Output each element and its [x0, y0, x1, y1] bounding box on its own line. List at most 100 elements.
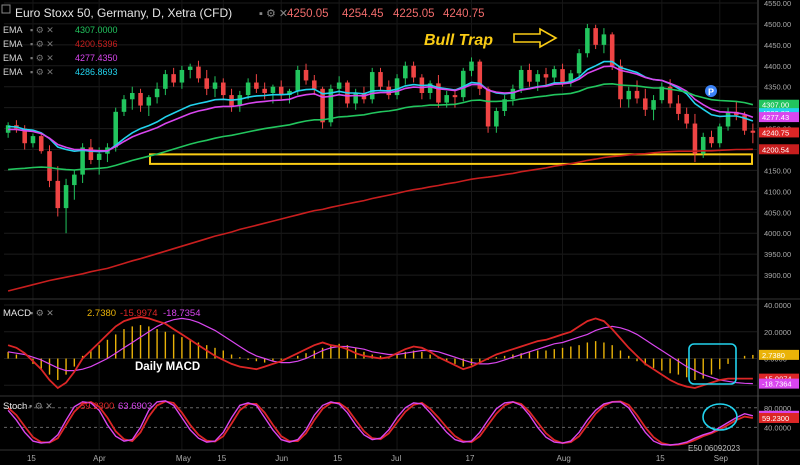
price-badge-label: 4307.00	[762, 101, 789, 110]
x-tick-label: Jun	[275, 454, 288, 463]
candle-body	[750, 130, 756, 133]
candle-body	[585, 28, 590, 54]
candle-body	[129, 92, 135, 100]
date-stamp: E50 06092023	[688, 444, 741, 453]
candle-body	[72, 174, 77, 186]
candle-body	[609, 34, 615, 66]
candle-body	[659, 86, 665, 101]
stoch-d-line	[7, 400, 754, 446]
macd-legend-value-hist: 2.7380	[87, 308, 116, 319]
candle-body	[485, 88, 491, 127]
candle-body	[262, 88, 267, 93]
macd-legend-name: MACD	[3, 308, 31, 319]
candle-body	[303, 69, 309, 81]
macd-pane[interactable]	[7, 316, 754, 390]
macd-line	[7, 316, 753, 390]
candle-body	[717, 126, 723, 144]
candle-body	[494, 110, 499, 127]
ema-legend-controls-icon[interactable]: ▪ ⚙ ✕	[30, 53, 54, 63]
candle-body	[378, 72, 383, 87]
price-tick-label: 4100.00	[764, 187, 791, 196]
stoch-legend-controls-icon[interactable]: ▪ ⚙ ✕	[29, 401, 53, 411]
candle-body	[643, 98, 648, 110]
ohlc-low: 4225.05	[393, 8, 435, 20]
candle-body	[535, 74, 540, 82]
ohlc-open: 4250.05	[287, 8, 329, 20]
x-tick-label: 15	[656, 454, 665, 463]
stoch-legend: Stoch ▪ ⚙ ✕ 59.2300 63.6903	[3, 401, 152, 412]
price-tick-label: 4050.00	[764, 208, 791, 217]
ema-line	[8, 82, 754, 171]
stoch-tick-label: 40.0000	[764, 423, 791, 432]
candle-body	[295, 69, 301, 91]
candle-body	[551, 69, 557, 78]
candle-body	[63, 185, 69, 209]
ema-legend-controls-icon[interactable]: ▪ ⚙ ✕	[30, 25, 54, 35]
ema-legend: EMA ▪ ⚙ ✕ 4307.0000 EMA ▪ ⚙ ✕ 4200.5396 EMA ▪ ⚙…	[3, 25, 118, 77]
candle-body	[626, 90, 632, 100]
candle-body	[138, 92, 143, 106]
candle-body	[55, 180, 61, 209]
candle-body	[676, 103, 681, 114]
candle-body	[411, 65, 416, 78]
candle-body	[196, 66, 201, 79]
price-tick-label: 4500.00	[764, 20, 791, 29]
price-pane[interactable]	[5, 23, 756, 292]
collapse-toggle-icon[interactable]	[1, 4, 11, 14]
x-tick-label: Sep	[714, 454, 729, 463]
ema-legend-controls-icon[interactable]: ▪ ⚙ ✕	[30, 39, 54, 49]
ema-legend-name: EMA	[3, 39, 23, 49]
ema-legend-value: 4200.5396	[75, 39, 118, 49]
macd-legend-controls-icon[interactable]: ▪ ⚙ ✕	[30, 308, 54, 318]
macd-badge-label: 2.7380	[762, 351, 785, 360]
p-badge-icon[interactable]	[705, 85, 717, 97]
candle-body	[221, 82, 226, 96]
candle-body	[96, 153, 102, 160]
ema-legend-controls-icon[interactable]: ▪ ⚙ ✕	[30, 67, 54, 77]
bull-trap-arrow-icon	[513, 27, 558, 49]
candle-body	[278, 86, 284, 96]
candle-body	[270, 86, 276, 93]
candle-body	[254, 82, 259, 89]
stoch-pane[interactable]	[7, 400, 754, 446]
price-badge-label: 4240.75	[762, 128, 789, 137]
price-tick-label: 3950.00	[764, 250, 791, 259]
candle-body	[634, 90, 640, 99]
ohlc-high: 4254.45	[342, 8, 384, 20]
support-zone	[149, 153, 753, 165]
candle-body	[328, 88, 334, 123]
macd-legend-value-signal: -18.7354	[163, 308, 201, 319]
candle-body	[460, 70, 466, 98]
macd-signal-line	[8, 317, 753, 385]
legend-controls-icon[interactable]: ▪ ⚙ ✕	[259, 8, 288, 20]
ema-line	[7, 148, 753, 292]
candle-body	[287, 90, 292, 96]
price-tick-label: 4400.00	[764, 62, 791, 71]
price-tick-label: 4000.00	[764, 229, 791, 238]
x-tick-label: Aug	[557, 454, 571, 463]
candle-body	[204, 78, 210, 89]
price-tick-label: 4550.00	[764, 0, 791, 8]
price-tick-label: 4150.00	[764, 166, 791, 175]
p-badge[interactable]: P	[705, 85, 717, 97]
candle-body	[80, 147, 85, 175]
x-tick-label: May	[176, 454, 191, 463]
candle-body	[684, 113, 689, 124]
candle-body	[179, 69, 185, 83]
candle-body	[245, 82, 251, 96]
candle-body	[527, 69, 532, 82]
candle-body	[154, 88, 160, 98]
macd-badge	[759, 378, 799, 389]
candle-body	[725, 111, 731, 127]
stoch-legend-value-k: 63.6903	[118, 401, 152, 412]
price-tick-label: 4450.00	[764, 41, 791, 50]
candle-body	[336, 82, 342, 89]
macd-legend: MACD ▪ ⚙ ✕ 2.7380 -15.9974 -18.7354	[3, 308, 201, 319]
symbol-header: Euro Stoxx 50, Germany, D, Xetra (CFD) ▪…	[1, 4, 485, 20]
ema-legend-name: EMA	[3, 67, 23, 77]
x-tick-label: Apr	[93, 454, 106, 463]
candle-body	[353, 92, 358, 104]
ema-legend-name: EMA	[3, 53, 23, 63]
